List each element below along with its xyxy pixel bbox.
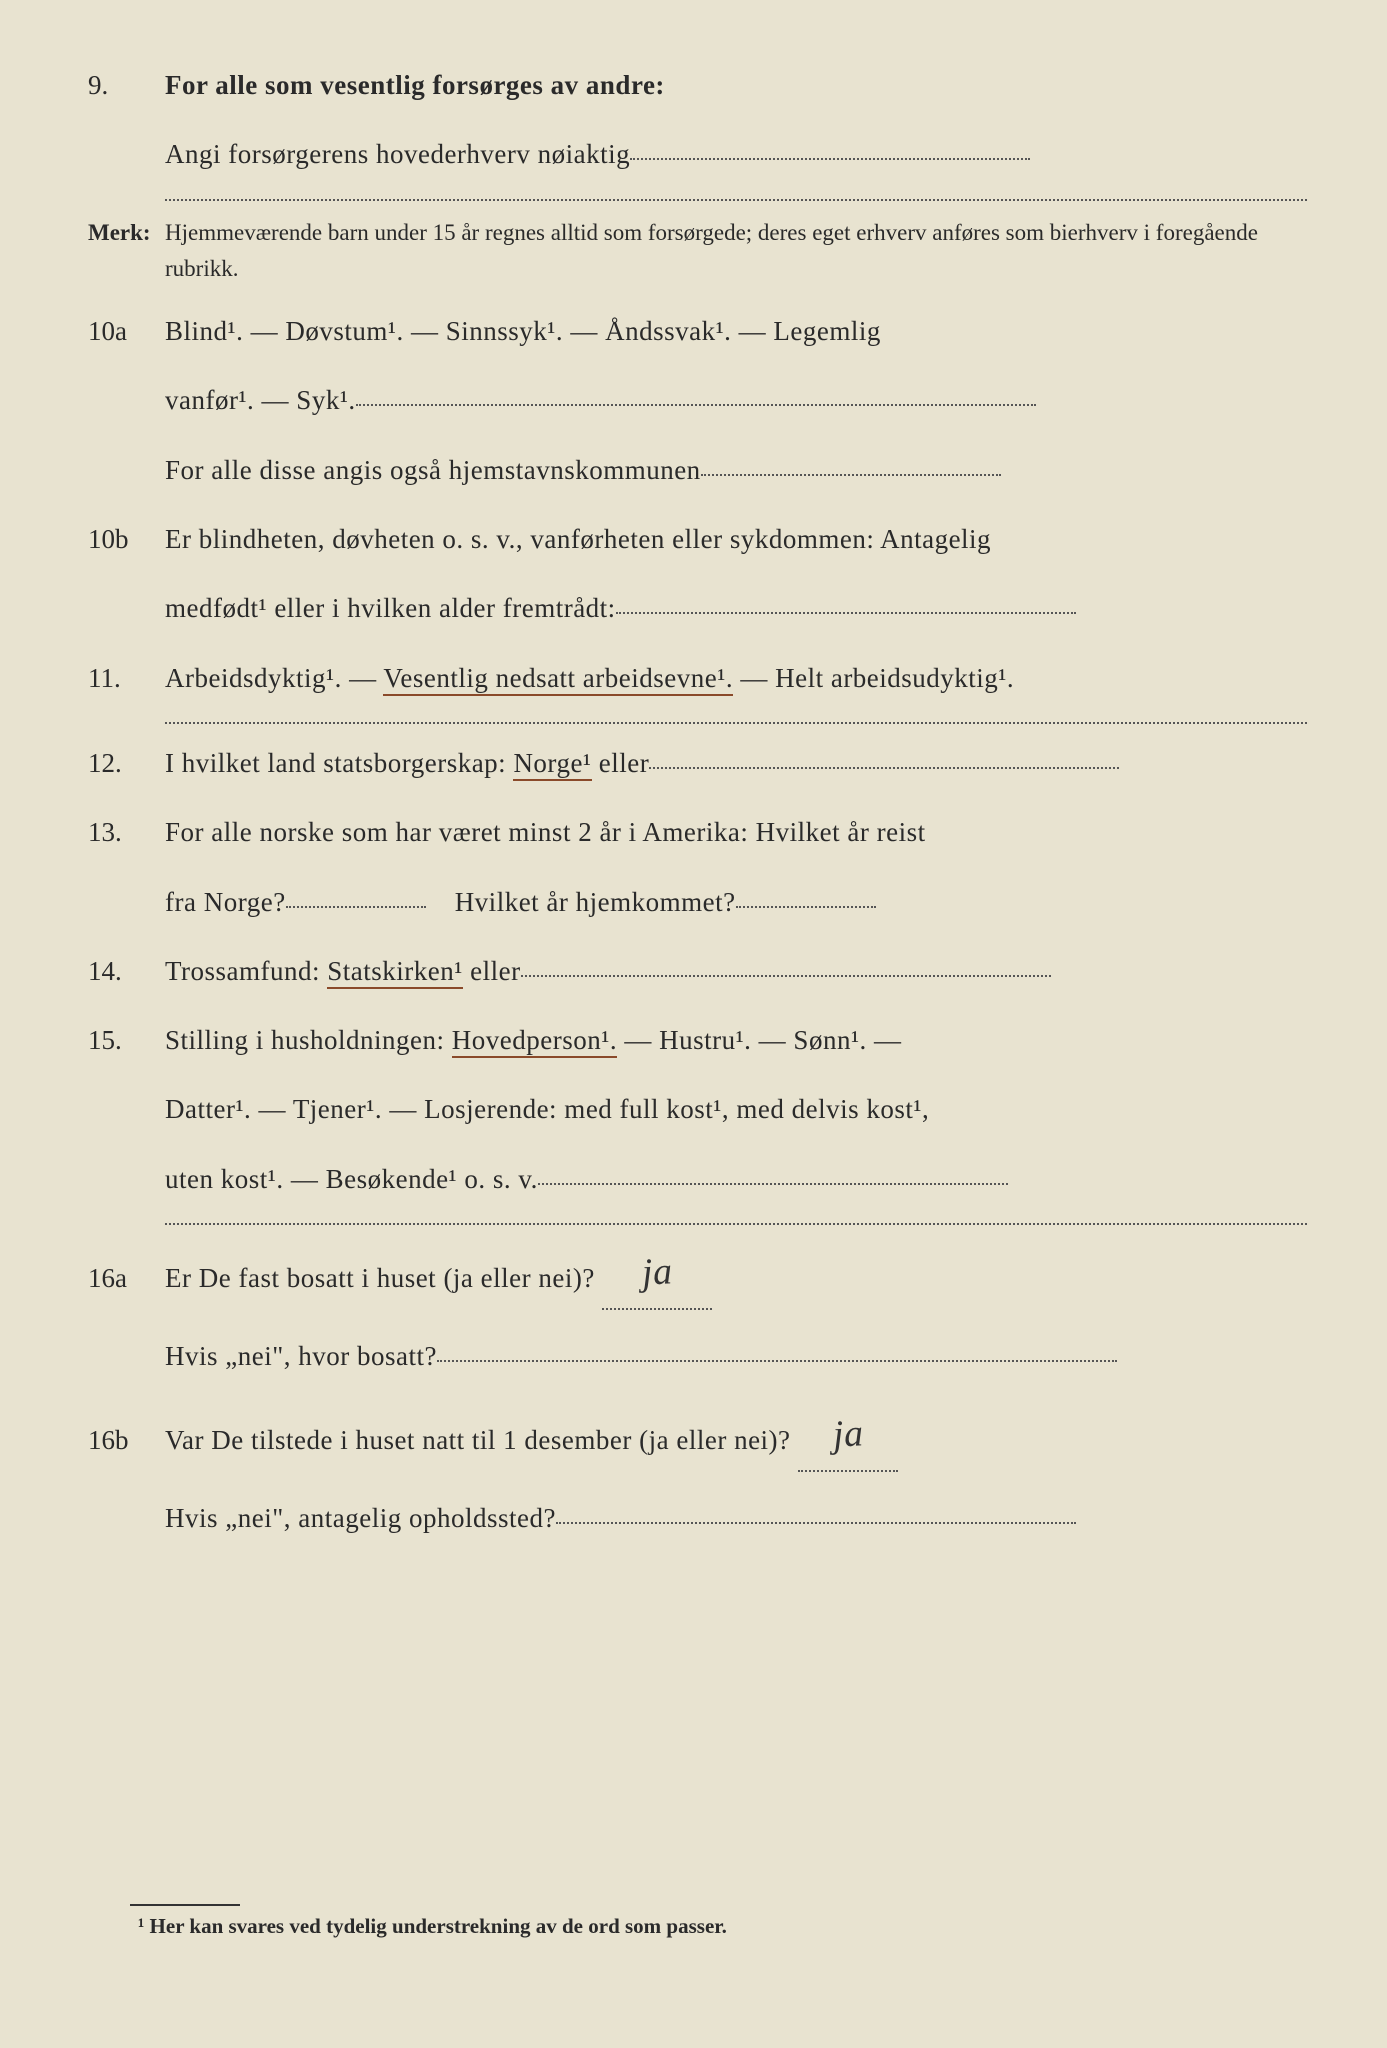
- question-14: 14. Trossamfund: Statskirken¹ eller: [80, 946, 1307, 997]
- q12-underlined: Norge¹: [513, 748, 591, 781]
- footnote: ¹ Her kan svares ved tydelig understrekn…: [138, 1914, 1307, 1939]
- q14-text-b: eller: [463, 956, 521, 986]
- q14-number: 14.: [80, 946, 165, 997]
- question-16b-line2: Hvis „nei", antagelig opholdssted?: [80, 1493, 1307, 1544]
- q15-number: 15.: [80, 1015, 165, 1066]
- question-10a-line3: For alle disse angis også hjemstavnskomm…: [80, 445, 1307, 496]
- question-15-line3: uten kost¹. — Besøkende¹ o. s. v.: [80, 1154, 1307, 1205]
- q16a-text2: Hvis „nei", hvor bosatt?: [165, 1341, 437, 1371]
- q13-text1: For alle norske som har været minst 2 år…: [165, 807, 1307, 858]
- merk-note: Merk: Hjemmeværende barn under 15 år reg…: [80, 215, 1307, 289]
- q15-text1a: Stilling i husholdningen:: [165, 1025, 452, 1055]
- footnote-marker: ¹: [138, 1914, 144, 1938]
- q9-text: Angi forsørgerens hovederhverv nøiaktig: [165, 139, 630, 169]
- q11-underlined: Vesentlig nedsatt arbeidsevne¹.: [383, 663, 733, 696]
- question-13: 13. For alle norske som har været minst …: [80, 807, 1307, 858]
- merk-text: Hjemmeværende barn under 15 år regnes al…: [165, 215, 1307, 289]
- q11-text-a: Arbeidsdyktig¹. —: [165, 663, 383, 693]
- q16a-answer: ja: [634, 1235, 680, 1309]
- q10a-text3: For alle disse angis også hjemstavnskomm…: [165, 455, 701, 485]
- question-10a: 10a Blind¹. — Døvstum¹. — Sinnssyk¹. — Å…: [80, 306, 1307, 357]
- question-11: 11. Arbeidsdyktig¹. — Vesentlig nedsatt …: [80, 653, 1307, 704]
- question-12: 12. I hvilket land statsborgerskap: Norg…: [80, 738, 1307, 789]
- question-15-line2: Datter¹. — Tjener¹. — Losjerende: med fu…: [80, 1084, 1307, 1135]
- divider: [165, 722, 1307, 724]
- question-10a-line2: vanfør¹. — Syk¹.: [80, 375, 1307, 426]
- question-9-line2: Angi forsørgerens hovederhverv nøiaktig: [80, 129, 1307, 180]
- q16a-text1: Er De fast bosatt i huset (ja eller nei)…: [165, 1263, 602, 1293]
- q12-text-b: eller: [592, 748, 650, 778]
- q13-number: 13.: [80, 807, 165, 858]
- q14-text-a: Trossamfund:: [165, 956, 327, 986]
- question-10b-line2: medfødt¹ eller i hvilken alder fremtrådt…: [80, 583, 1307, 634]
- q10a-text2: vanfør¹. — Syk¹.: [165, 385, 356, 415]
- question-10b: 10b Er blindheten, døvheten o. s. v., va…: [80, 514, 1307, 565]
- question-13-line2: fra Norge? Hvilket år hjemkommet?: [80, 877, 1307, 928]
- footnote-text: Her kan svares ved tydelig understreknin…: [150, 1914, 727, 1938]
- q10b-number: 10b: [80, 514, 165, 565]
- question-15: 15. Stilling i husholdningen: Hovedperso…: [80, 1015, 1307, 1066]
- q10a-number: 10a: [80, 306, 165, 357]
- q14-underlined: Statskirken¹: [327, 956, 463, 989]
- q11-text-b: — Helt arbeidsudyktig¹.: [733, 663, 1014, 693]
- question-16b: 16b Var De tilstede i huset natt til 1 d…: [80, 1401, 1307, 1475]
- merk-label: Merk:: [80, 215, 165, 252]
- divider: [165, 1223, 1307, 1225]
- q15-underlined: Hovedperson¹.: [452, 1025, 617, 1058]
- question-9: 9. For alle som vesentlig forsørges av a…: [80, 60, 1307, 111]
- q15-text1b: — Hustru¹. — Sønn¹. —: [617, 1025, 901, 1055]
- footnote-rule: [130, 1904, 240, 1906]
- q11-number: 11.: [80, 653, 165, 704]
- q15-text3: uten kost¹. — Besøkende¹ o. s. v.: [165, 1164, 538, 1194]
- q10b-text1: Er blindheten, døvheten o. s. v., vanfør…: [165, 514, 1307, 565]
- q9-number: 9.: [80, 60, 165, 111]
- q10b-text2: medfødt¹ eller i hvilken alder fremtrådt…: [165, 593, 616, 623]
- question-16a-line2: Hvis „nei", hvor bosatt?: [80, 1331, 1307, 1382]
- q12-text-a: I hvilket land statsborgerskap:: [165, 748, 513, 778]
- q16b-number: 16b: [80, 1415, 165, 1466]
- q16b-answer: ja: [825, 1396, 871, 1470]
- q13-text2a: fra Norge?: [165, 887, 286, 917]
- q16a-number: 16a: [80, 1253, 165, 1304]
- q16b-text1: Var De tilstede i huset natt til 1 desem…: [165, 1425, 791, 1455]
- divider: [165, 199, 1307, 201]
- q15-text2: Datter¹. — Tjener¹. — Losjerende: med fu…: [165, 1084, 1307, 1135]
- q16b-text2: Hvis „nei", antagelig opholdssted?: [165, 1503, 556, 1533]
- question-16a: 16a Er De fast bosatt i huset (ja eller …: [80, 1239, 1307, 1313]
- q10a-text1: Blind¹. — Døvstum¹. — Sinnssyk¹. — Åndss…: [165, 306, 1307, 357]
- q9-heading: For alle som vesentlig forsørges av andr…: [165, 70, 665, 100]
- q13-text2b: Hvilket år hjemkommet?: [455, 887, 736, 917]
- q12-number: 12.: [80, 738, 165, 789]
